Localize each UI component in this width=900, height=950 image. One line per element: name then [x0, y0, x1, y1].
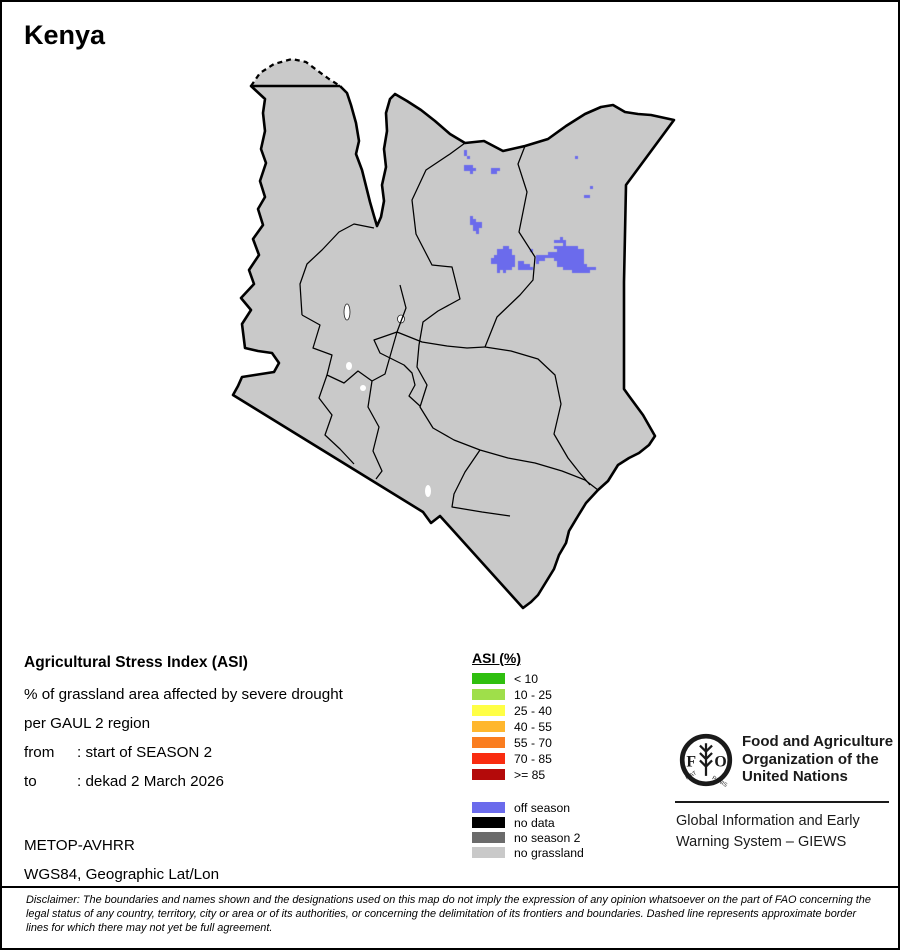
asi-class-swatch	[472, 737, 505, 748]
fao-logo-motto-fiat: FIAT	[685, 770, 699, 781]
season-class-swatch	[472, 847, 505, 858]
map-overlay	[231, 57, 676, 610]
fao-logo: F O FIAT PANIS	[679, 733, 733, 789]
asi-class-swatch	[472, 673, 505, 684]
period-to-row: to : dekad 2 March 2026	[24, 773, 454, 790]
admin-boundary-line	[318, 374, 355, 465]
asi-heading: Agricultural Stress Index (ASI)	[24, 654, 248, 671]
to-label: to	[24, 773, 37, 790]
asi-class-item: 40 - 55	[472, 719, 552, 734]
asi-class-item: 10 - 25	[472, 687, 552, 702]
asi-class-item: 25 - 40	[472, 703, 552, 718]
fao-org-name: Food and Agriculture Organization of the…	[742, 733, 893, 786]
season-class-swatch	[472, 817, 505, 828]
season-class-label: no season 2	[514, 830, 581, 845]
disclaimer-text: Disclaimer: The boundaries and names sho…	[26, 894, 871, 934]
asi-class-label: 40 - 55	[514, 719, 552, 734]
season-legend: off season no data no season 2 no grassland	[472, 800, 584, 862]
asi-class-swatch	[472, 769, 505, 780]
admin-boundary-line	[299, 223, 375, 316]
asi-class-label: >= 85	[514, 767, 546, 782]
asi-class-label: 25 - 40	[514, 703, 552, 718]
asi-region-line: per GAUL 2 region	[24, 715, 151, 732]
inland-lake	[343, 303, 351, 321]
giews-line-2: Warning System – GIEWS	[676, 833, 847, 850]
asi-class-item: 70 - 85	[472, 751, 552, 766]
season-class-swatch	[472, 832, 505, 843]
season-class-item: no data	[472, 815, 584, 830]
admin-boundary-line	[484, 145, 591, 486]
fao-logo-wheat-icon	[699, 743, 713, 776]
admin-boundary-line	[411, 142, 599, 491]
sensor-label: METOP-AVHRR	[24, 837, 135, 854]
country-boundary-line	[231, 84, 676, 610]
inland-lake	[346, 362, 352, 370]
admin-boundary-line	[396, 331, 486, 349]
season-class-label: no data	[514, 815, 555, 830]
asi-class-label: 55 - 70	[514, 735, 552, 750]
asi-class-label: 10 - 25	[514, 687, 552, 702]
season-class-swatch	[472, 802, 505, 813]
asi-legend-items: < 10 10 - 25 25 - 40 40 - 55 55 - 70 70 - 85 >…	[472, 671, 552, 782]
asi-class-swatch	[472, 721, 505, 732]
fao-name-line-1: Food and Agriculture	[742, 733, 894, 750]
fao-name-line-2: Organization of the	[742, 750, 879, 768]
giews-block: Global Information and Early Warning Sys…	[676, 811, 860, 852]
asi-class-swatch	[472, 705, 505, 716]
fao-logo-letter-o: O	[714, 754, 726, 771]
asi-class-item: < 10	[472, 671, 552, 686]
fao-logo-letter-f: F	[686, 754, 696, 771]
asi-class-item: >= 85	[472, 767, 552, 782]
to-value: : dekad 2 March 2026	[77, 773, 224, 790]
from-value: : start of SEASON 2	[77, 744, 213, 761]
season-class-item: no season 2	[472, 830, 584, 845]
season-class-label: no grassland	[514, 845, 584, 860]
season-class-label: off season	[514, 800, 571, 815]
footer-divider-line	[2, 886, 898, 888]
giews-line-1: Global Information and Early	[676, 813, 860, 829]
asi-subtitle: % of grassland area affected by severe d…	[24, 686, 343, 703]
disputed-boundary-dashed-line	[250, 57, 341, 87]
fao-logo-ring	[679, 733, 733, 787]
period-from-row: from : start of SEASON 2	[24, 744, 454, 761]
projection-label: WGS84, Geographic Lat/Lon	[24, 866, 220, 883]
admin-boundary-line	[301, 314, 398, 384]
admin-boundary-line	[367, 380, 383, 480]
asi-legend: ASI (%) < 10 10 - 25 25 - 40 40 - 55 55 - 70…	[472, 650, 552, 785]
asi-class-item: 55 - 70	[472, 735, 552, 750]
season-class-item: off season	[472, 800, 584, 815]
asi-class-swatch	[472, 753, 505, 764]
map-info-block: Agricultural Stress Index (ASI) % of gra…	[24, 654, 454, 802]
inland-lake	[425, 485, 431, 497]
from-label: from	[24, 744, 55, 761]
season-class-item: no grassland	[472, 845, 584, 860]
asi-class-label: < 10	[514, 671, 539, 686]
fao-name-line-3: United Nations	[742, 768, 848, 785]
admin-boundary-line	[373, 284, 421, 407]
org-divider-line	[675, 801, 889, 803]
asi-class-swatch	[472, 689, 505, 700]
asi-legend-title: ASI (%)	[472, 650, 521, 666]
asi-class-label: 70 - 85	[514, 751, 552, 766]
map-region	[2, 2, 898, 662]
inland-lake	[360, 385, 366, 391]
admin-boundary-line	[451, 449, 511, 517]
map-raster-canvas	[2, 2, 898, 662]
